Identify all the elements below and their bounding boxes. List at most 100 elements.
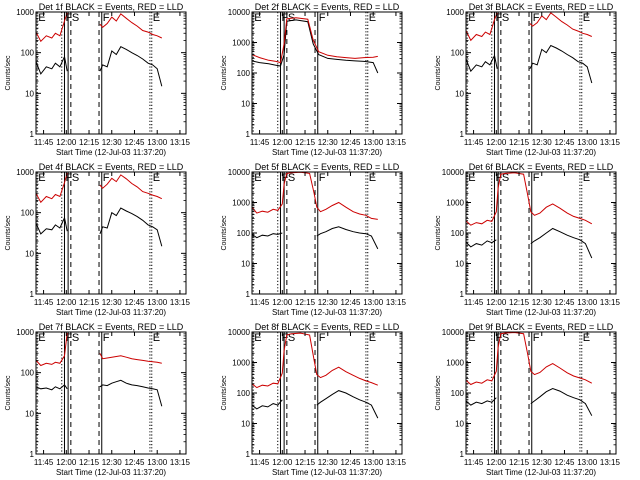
x-tick-label: 12:30 <box>318 458 339 467</box>
y-axis-label: Counts/sec <box>435 375 442 411</box>
y-tick-label: 100 <box>451 389 465 398</box>
y-tick-label: 1000 <box>232 39 250 48</box>
x-tick-label: 12:00 <box>272 138 293 147</box>
y-tick-label: 10 <box>241 260 250 269</box>
region-marker-label: F <box>281 332 288 344</box>
series-line-events <box>35 207 163 247</box>
x-tick-label: 11:45 <box>464 458 484 467</box>
y-tick-label: 1 <box>460 130 465 139</box>
y-tick-label: 1000 <box>232 359 250 368</box>
y-tick-label: 10000 <box>228 168 251 177</box>
x-tick-label: 12:45 <box>554 458 575 467</box>
x-axis-label: Start Time (12-Jul-03 11:37:20) <box>272 148 382 157</box>
y-tick-label: 1 <box>30 130 35 139</box>
x-tick-label: 11:45 <box>34 138 54 147</box>
x-tick-label: 13:00 <box>363 458 384 467</box>
region-marker-label: E <box>468 12 475 24</box>
y-tick-label: 100 <box>21 209 35 218</box>
x-tick-label: 13:00 <box>147 138 168 147</box>
series-line-lld <box>251 17 378 64</box>
plot-frame <box>35 11 187 135</box>
x-tick-label: 12:30 <box>102 298 123 307</box>
series-line-events <box>35 46 163 87</box>
y-tick-label: 1000 <box>446 8 464 17</box>
y-tick-label: 1 <box>246 290 251 299</box>
region-marker-label: F <box>319 332 326 344</box>
x-tick-label: 13:15 <box>600 298 621 307</box>
region-marker-label: F <box>319 172 326 184</box>
y-axis-label: Counts/sec <box>5 55 12 91</box>
x-axis-label: Start Time (12-Jul-03 11:37:20) <box>56 468 166 477</box>
y-tick-label: 1000 <box>16 328 34 337</box>
x-tick-label: 12:45 <box>124 138 145 147</box>
chart-panel-3: Det 3f BLACK = Events, RED = LLD Counts/s… <box>435 2 620 157</box>
y-tick-label: 1000 <box>446 199 464 208</box>
x-tick-label: 12:00 <box>272 298 293 307</box>
chart-panel-1: Det 1f BLACK = Events, RED = LLD Counts/s… <box>5 2 190 157</box>
x-tick-label: 12:00 <box>486 138 507 147</box>
y-tick-label: 10 <box>241 420 250 429</box>
y-tick-label: 100 <box>451 49 465 58</box>
region-marker-label: F <box>281 12 288 24</box>
x-tick-label: 13:00 <box>577 298 598 307</box>
x-tick-label: 11:45 <box>250 298 270 307</box>
x-axis-label: Start Time (12-Jul-03 11:37:20) <box>486 308 596 317</box>
series-line-lld <box>251 332 378 389</box>
x-tick-label: 13:15 <box>170 298 191 307</box>
x-tick-label: 12:30 <box>102 138 123 147</box>
x-axis-label: Start Time (12-Jul-03 11:37:20) <box>486 468 596 477</box>
y-tick-label: 10 <box>455 420 464 429</box>
region-marker-label: F <box>533 12 540 24</box>
region-marker-label: F <box>65 12 72 24</box>
x-axis-label: Start Time (12-Jul-03 11:37:20) <box>272 468 382 477</box>
series-line-lld <box>251 171 378 220</box>
y-tick-label: 1000 <box>232 199 250 208</box>
y-tick-label: 1000 <box>16 8 34 17</box>
region-marker-label: E <box>254 332 261 344</box>
x-tick-label: 13:15 <box>386 298 407 307</box>
series-line-lld <box>35 332 162 367</box>
region-marker-label: E <box>369 172 376 184</box>
y-tick-label: 100 <box>451 229 465 238</box>
region-marker-label: S <box>502 12 509 24</box>
x-tick-label: 12:15 <box>509 458 530 467</box>
y-tick-label: 1 <box>30 450 35 459</box>
y-tick-label: 10 <box>455 89 464 98</box>
y-tick-label: 1000 <box>446 359 464 368</box>
chart-panel-7: Det 7f BLACK = Events, RED = LLD Counts/s… <box>5 322 190 477</box>
x-tick-label: 11:45 <box>250 458 270 467</box>
x-tick-label: 12:45 <box>340 298 361 307</box>
region-marker-label: S <box>72 172 79 184</box>
chart-title: Det 1f BLACK = Events, RED = LLD <box>39 2 184 12</box>
region-marker-label: F <box>103 332 110 344</box>
x-tick-label: 13:00 <box>577 458 598 467</box>
x-tick-label: 11:45 <box>34 298 54 307</box>
x-tick-label: 11:45 <box>464 138 484 147</box>
x-axis-label: Start Time (12-Jul-03 11:37:20) <box>486 148 596 157</box>
region-marker-label: E <box>38 172 45 184</box>
y-tick-label: 1000 <box>16 168 34 177</box>
x-tick-label: 12:45 <box>554 138 575 147</box>
chart-title: Det 7f BLACK = Events, RED = LLD <box>39 322 184 332</box>
y-tick-label: 100 <box>237 69 251 78</box>
region-marker-label: F <box>65 332 72 344</box>
x-tick-label: 12:15 <box>79 298 100 307</box>
region-marker-label: E <box>583 12 590 24</box>
region-marker-label: E <box>254 12 261 24</box>
region-marker-label: E <box>583 332 590 344</box>
x-tick-label: 12:30 <box>532 458 553 467</box>
chart-panel-9: Det 9f BLACK = Events, RED = LLD Counts/s… <box>435 322 620 477</box>
region-marker-label: S <box>288 332 295 344</box>
y-tick-label: 10000 <box>228 8 251 17</box>
region-marker-label: F <box>103 12 110 24</box>
y-axis-label: Counts/sec <box>5 215 12 251</box>
series-line-events <box>465 387 593 416</box>
region-marker-label: E <box>153 172 160 184</box>
region-marker-label: E <box>468 172 475 184</box>
chart-panel-5: Det 5f BLACK = Events, RED = LLD Counts/s… <box>221 162 406 317</box>
plot-frame <box>35 331 187 455</box>
y-tick-label: 100 <box>237 389 251 398</box>
series-line-events <box>251 19 379 74</box>
